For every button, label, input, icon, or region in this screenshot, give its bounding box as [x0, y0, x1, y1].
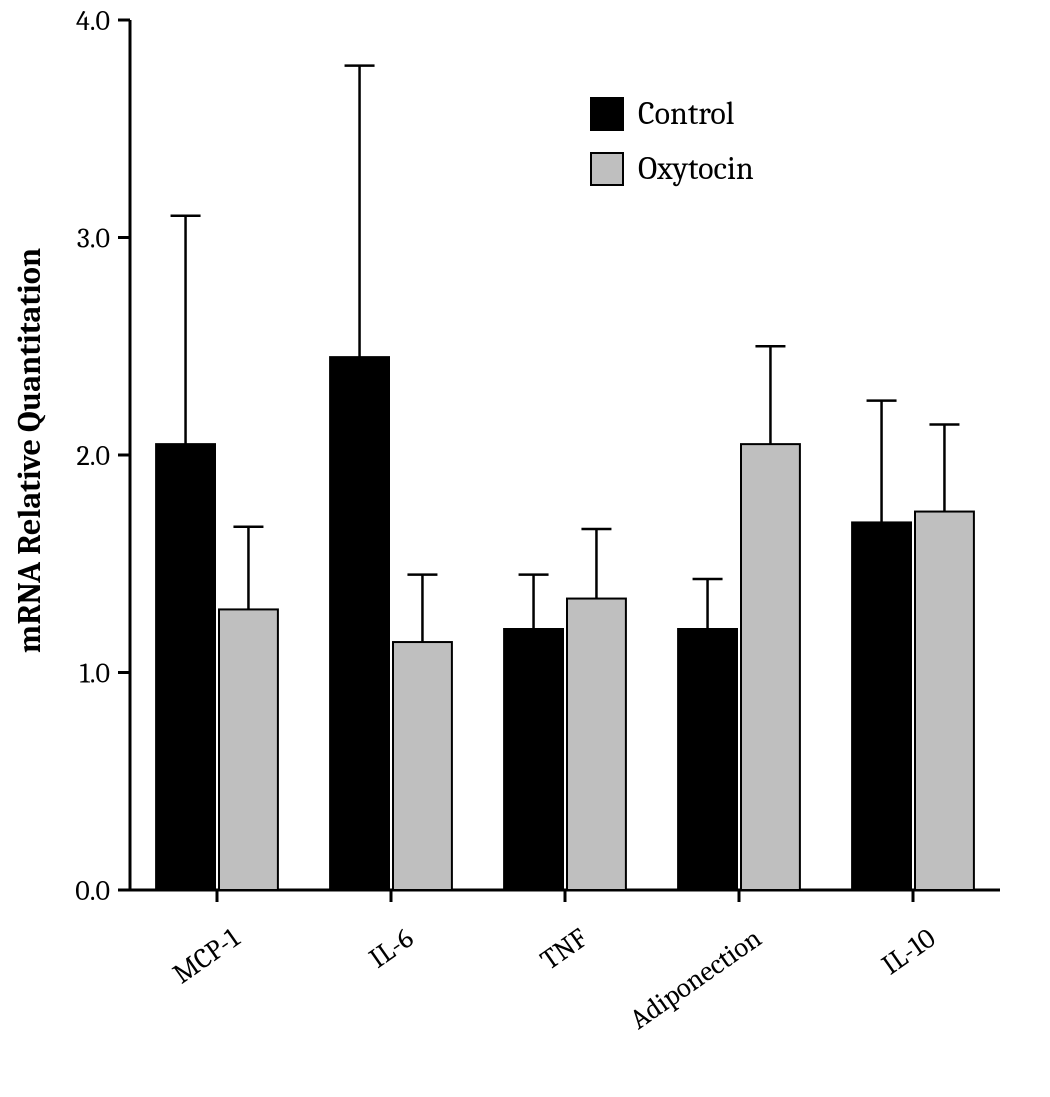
bar	[678, 629, 737, 890]
legend-swatch	[590, 97, 624, 131]
chart-container: mRNA Relative Quantitation 0.0 1.0 2.0 3.0 4…	[0, 0, 1050, 1043]
bar	[219, 609, 278, 890]
bar	[393, 642, 452, 890]
bar	[852, 522, 911, 890]
bar	[330, 357, 389, 890]
legend-item: Control	[590, 95, 754, 132]
bar	[915, 512, 974, 890]
legend-label: Oxytocin	[638, 150, 754, 187]
svg-text:1.0: 1.0	[80, 658, 110, 690]
bar	[504, 629, 563, 890]
y-axis-title-container: mRNA Relative Quantitation	[0, 0, 60, 900]
svg-text:0.0: 0.0	[75, 875, 110, 907]
svg-text:4.0: 4.0	[76, 5, 110, 37]
chart-svg: 0.0 1.0 2.0 3.0 4.0	[0, 0, 1050, 1043]
svg-text:3.0: 3.0	[77, 223, 110, 255]
bar	[741, 444, 800, 890]
legend: Control Oxytocin	[590, 95, 754, 205]
legend-swatch	[590, 152, 624, 186]
legend-label: Control	[638, 95, 734, 132]
legend-item: Oxytocin	[590, 150, 754, 187]
bar	[567, 599, 626, 890]
svg-text:2.0: 2.0	[77, 440, 110, 472]
y-axis-title: mRNA Relative Quantitation	[12, 247, 49, 652]
bar	[156, 444, 215, 890]
